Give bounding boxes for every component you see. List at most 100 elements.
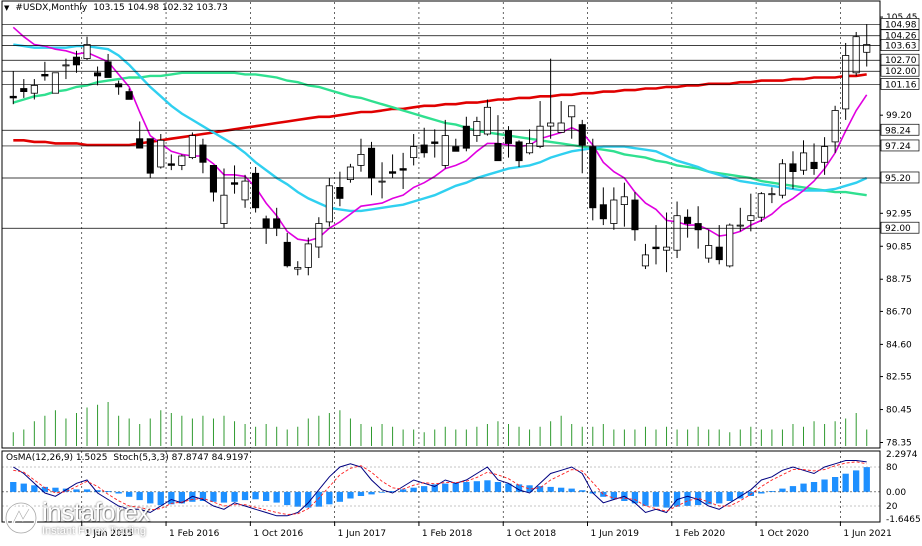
osma-bar: [758, 491, 765, 494]
candle-body: [157, 139, 165, 168]
chart-header: ▼ #USDX,Monthly 103.15 104.98 102.32 103…: [4, 3, 228, 13]
candle-body: [9, 95, 17, 99]
candle-body: [230, 182, 239, 185]
indicator-tick-label: 80: [886, 463, 898, 473]
candle-body: [589, 146, 597, 209]
price-level-label: 102.70: [885, 56, 917, 66]
osma-bar: [41, 486, 48, 492]
candle-body: [778, 163, 786, 196]
osma-bar: [737, 491, 744, 499]
osma-bar: [178, 491, 185, 504]
candle-body: [336, 186, 344, 199]
candle-body: [367, 147, 376, 179]
candle-body: [768, 193, 776, 196]
osma-bar: [368, 491, 375, 495]
candle-body: [304, 243, 312, 268]
osma-bar: [695, 491, 702, 506]
time-tick-label: 1 Feb 2016: [169, 529, 220, 539]
candle-body: [294, 267, 302, 270]
osma-bar: [726, 491, 733, 501]
candle-body: [557, 122, 565, 133]
time-tick-label: 1 Jun 2021: [843, 529, 891, 539]
candle-body: [20, 88, 28, 92]
candle-body: [51, 72, 59, 94]
candle-body: [104, 61, 112, 78]
candle-body: [800, 152, 808, 171]
time-tick-label: 1 Jun 2017: [338, 529, 386, 539]
candle-body: [694, 223, 702, 231]
stoch-signal-line: [13, 461, 867, 515]
candle-body: [842, 55, 850, 110]
osma-bar: [347, 491, 354, 499]
price-tick-label: 99.20: [886, 111, 912, 121]
osma-bar: [536, 486, 544, 492]
candle-body: [578, 124, 586, 146]
price-level-badge: [880, 171, 920, 184]
osma-bar: [199, 491, 207, 501]
logo-brand: instaforex: [42, 497, 150, 527]
candle-body: [283, 241, 291, 267]
candle-body: [41, 74, 49, 77]
price-tick-label: 90.85: [886, 242, 912, 252]
osma-bar: [73, 489, 80, 492]
price-level-badge: [880, 123, 920, 136]
osma-bar: [642, 491, 649, 506]
candle-body: [810, 161, 818, 170]
price-level-label: 104.26: [885, 32, 917, 42]
osma-bar: [83, 489, 91, 492]
candle-body: [315, 223, 323, 248]
candle-body: [199, 144, 207, 163]
candle-body: [115, 83, 123, 88]
osma-bar: [810, 482, 818, 492]
time-tick-label: 1 Feb 2020: [675, 529, 726, 539]
candle-body: [631, 199, 639, 231]
candle-body: [125, 91, 133, 100]
osma-bar: [779, 488, 786, 492]
symbol-label: #USDX,Monthly: [15, 3, 88, 13]
osma-bar: [716, 491, 723, 504]
osma-bar: [579, 490, 586, 492]
candle-body: [72, 56, 81, 66]
candle-body: [663, 246, 671, 251]
price-tick-label: 92.95: [886, 209, 912, 219]
candle-body: [515, 141, 523, 162]
osma-bar: [789, 486, 797, 492]
candle-body: [705, 245, 713, 259]
osma-bar: [421, 486, 428, 492]
osma-label: OsMA(12,26,9) 1.5025: [6, 453, 108, 463]
time-tick-label: 1 Oct 2018: [506, 529, 556, 539]
candle-body: [684, 216, 692, 224]
osma-bar: [168, 491, 175, 505]
indicator-panel-frame: [1, 450, 881, 523]
candle-body: [494, 142, 502, 162]
ema-cyan-line: [13, 43, 868, 213]
price-level-badge: [880, 64, 920, 77]
osma-bar: [400, 489, 407, 492]
candle-body: [146, 138, 154, 174]
osma-bar: [558, 487, 565, 492]
osma-bar: [284, 491, 291, 506]
candle-body: [610, 199, 618, 224]
osma-bar: [600, 491, 607, 497]
osma-bar: [410, 487, 417, 492]
price-tick-label: 84.60: [886, 340, 912, 350]
candle-body: [599, 204, 607, 220]
osma-bar: [768, 491, 775, 492]
osma-bar: [631, 491, 639, 504]
candle-body: [736, 224, 744, 227]
osma-bar: [210, 491, 217, 502]
candle-body: [209, 164, 218, 193]
osma-bar: [294, 491, 301, 507]
osma-bar: [442, 483, 449, 492]
candle-body: [136, 138, 144, 149]
menu-triangle-icon[interactable]: ▼: [4, 4, 10, 12]
osma-bar: [357, 491, 365, 496]
osma-bar: [663, 491, 670, 508]
osma-bar: [568, 488, 575, 492]
ema-magenta-line: [12, 26, 868, 242]
main-panel-frame: [1, 0, 881, 449]
osma-bar: [484, 480, 491, 492]
ema-green-line: [12, 71, 867, 197]
